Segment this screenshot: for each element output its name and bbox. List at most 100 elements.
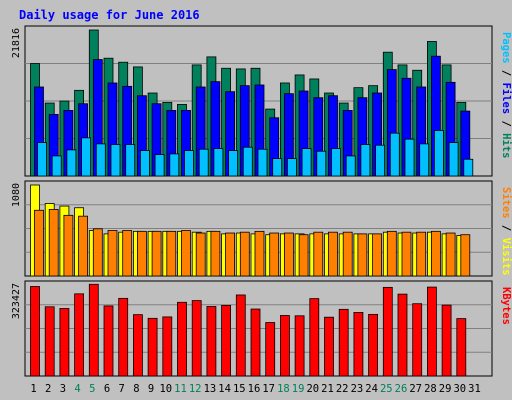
chart-panels: 21816 1080 323427 [11, 25, 493, 377]
series-sites [34, 209, 471, 277]
bar-sites-day-29 [445, 232, 456, 277]
bar-sites-day-16 [254, 230, 265, 277]
x-tick-label: 21 [321, 383, 334, 395]
x-tick-label: 18 [277, 383, 290, 395]
x-tick-label: 14 [218, 383, 231, 395]
series-pages [37, 130, 474, 177]
panel-kbytes: 323427 [11, 280, 493, 377]
legend-item-pages: Pages [500, 32, 512, 64]
bar-kbytes-day-2 [44, 306, 55, 377]
bar-sites-day-20 [313, 231, 324, 277]
bar-pages-day-20 [316, 150, 327, 177]
bar-pages-day-21 [331, 148, 341, 177]
bar-kbytes-day-14 [221, 304, 232, 377]
bar-kbytes-day-16 [250, 308, 261, 377]
x-tick-label: 26 [395, 383, 408, 395]
legend-separator: / [500, 64, 512, 83]
x-tick-label: 27 [409, 383, 422, 395]
legend-separator: / [500, 114, 512, 133]
bar-kbytes-day-7 [118, 297, 129, 377]
x-tick-label: 25 [380, 383, 393, 395]
bar-kbytes-day-6 [103, 305, 114, 377]
bar-kbytes-day-17 [265, 322, 276, 377]
series-files [34, 55, 471, 177]
bar-sites-day-2 [48, 209, 59, 277]
x-tick-label: 19 [292, 383, 305, 395]
bar-kbytes-day-28 [426, 286, 437, 377]
bar-sites-day-25 [386, 230, 397, 277]
bar-pages-day-16 [257, 148, 268, 177]
panel-visits-sites: 1080 [11, 180, 493, 277]
x-tick-label: 3 [60, 383, 66, 395]
bar-pages-day-13 [213, 148, 224, 177]
y-tick-label: 323427 [11, 283, 22, 319]
legend-text: Sites / Visits [500, 187, 512, 276]
bar-pages-day-10 [169, 153, 180, 177]
y-tick-label: 1080 [11, 183, 22, 207]
bar-sites-day-30 [460, 234, 471, 277]
bar-sites-day-23 [357, 233, 368, 277]
bar-sites-day-17 [269, 232, 280, 277]
bar-sites-day-5 [92, 228, 103, 277]
bar-kbytes-day-4 [74, 293, 84, 377]
bar-pages-day-29 [448, 142, 459, 177]
bar-sites-day-15 [239, 231, 250, 277]
bar-kbytes-day-24 [368, 313, 379, 377]
bar-kbytes-day-15 [235, 294, 246, 377]
bar-kbytes-day-29 [441, 304, 452, 377]
bar-pages-day-23 [360, 144, 371, 177]
bar-sites-day-4 [78, 215, 88, 277]
bar-kbytes-day-21 [324, 316, 334, 377]
legend-item-sites: Sites [500, 187, 512, 219]
bar-sites-day-7 [122, 230, 133, 277]
bar-pages-day-18 [286, 158, 297, 177]
bar-kbytes-day-1 [30, 286, 40, 377]
legend-text: Pages / Files / Hits [500, 32, 512, 158]
x-tick-label: 1 [30, 383, 36, 395]
bar-kbytes-day-12 [191, 300, 202, 377]
bar-sites-day-22 [342, 231, 353, 277]
bar-pages-day-2 [51, 155, 62, 177]
bar-pages-day-22 [345, 155, 356, 177]
x-tick-label: 30 [453, 383, 466, 395]
bar-kbytes-day-30 [456, 318, 467, 377]
x-tick-label: 16 [248, 383, 261, 395]
x-tick-label: 13 [204, 383, 217, 395]
bar-sites-day-1 [34, 209, 44, 277]
bar-kbytes-day-11 [177, 301, 187, 377]
bar-sites-day-28 [430, 230, 441, 277]
legend-text: KBytes [500, 287, 512, 325]
x-tick-label: 29 [439, 383, 452, 395]
bar-pages-day-17 [272, 158, 283, 177]
x-tick-label: 22 [336, 383, 349, 395]
x-tick-label: 4 [74, 383, 80, 395]
bar-sites-day-14 [225, 232, 236, 277]
x-tick-label: 15 [233, 383, 246, 395]
x-tick-label: 11 [174, 383, 187, 395]
bar-pages-day-7 [125, 144, 136, 177]
bar-pages-day-14 [228, 150, 239, 177]
bar-pages-day-19 [301, 148, 312, 177]
bar-kbytes-day-3 [59, 308, 70, 377]
bar-pages-day-5 [95, 143, 106, 177]
bar-sites-day-18 [283, 232, 294, 277]
x-tick-label: 28 [424, 383, 437, 395]
legend-hits-files-pages: Pages / Files / Hits [500, 32, 512, 158]
bar-sites-day-21 [328, 231, 338, 277]
x-tick-label: 23 [351, 383, 364, 395]
bar-pages-day-12 [198, 148, 209, 177]
bar-pages-day-8 [139, 150, 150, 177]
bar-pages-day-6 [110, 144, 121, 177]
bar-sites-day-10 [166, 230, 177, 277]
x-tick-label: 20 [306, 383, 319, 395]
bar-pages-day-26 [404, 138, 415, 177]
x-axis: 1 2 3 4 5 6 7 8 9 10 11 12 13 14 15 16 17 18 19 20 21 22 23 24 2… [30, 383, 480, 395]
panel-hits-files-pages: 21816 [11, 25, 493, 177]
bar-sites-day-11 [181, 230, 191, 277]
bar-kbytes-day-23 [353, 312, 364, 377]
legend-visits-sites: Sites / Visits [500, 187, 512, 276]
bar-kbytes-day-26 [397, 293, 408, 377]
bar-sites-day-12 [195, 232, 206, 277]
x-tick-label: 31 [468, 383, 481, 395]
